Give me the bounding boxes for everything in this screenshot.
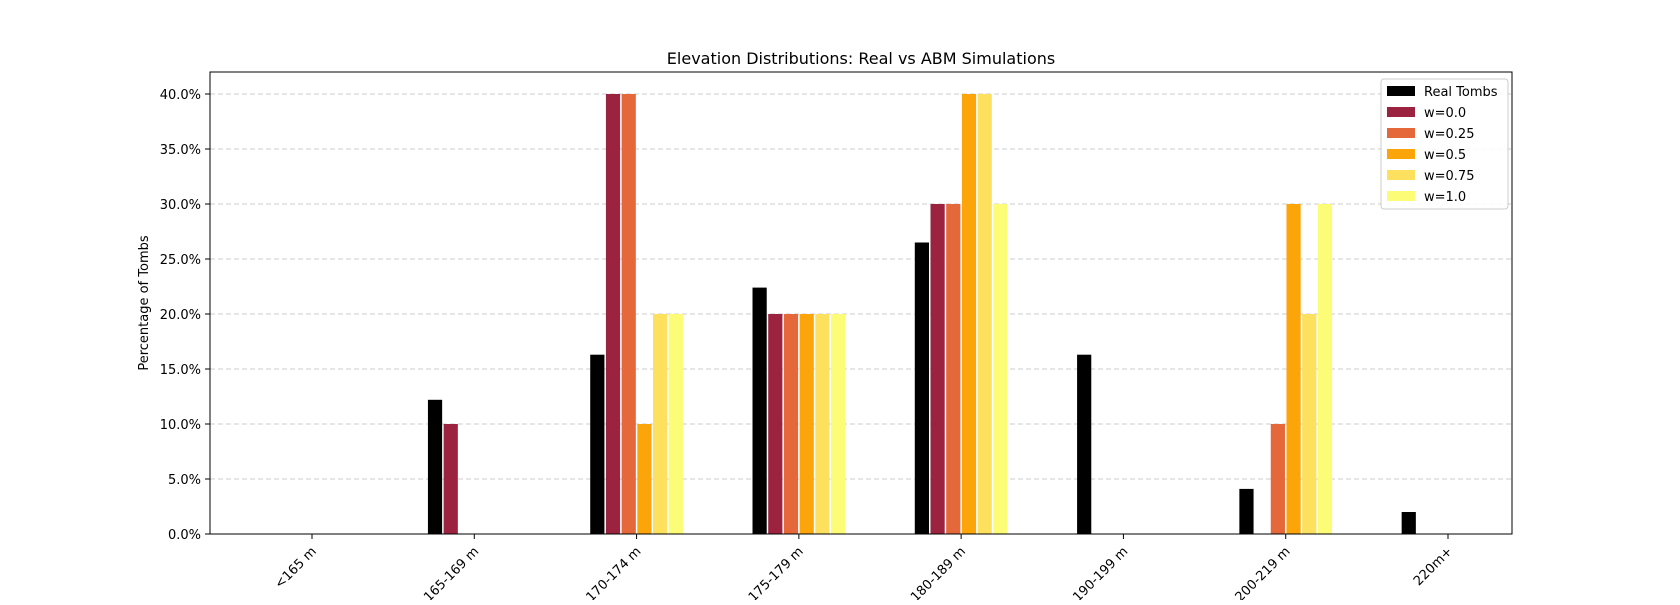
bar-w-0-75-2 <box>653 314 668 534</box>
legend-swatch <box>1387 86 1415 96</box>
y-tick-label: 20.0% <box>160 308 201 323</box>
bar-w-0-0-4 <box>930 204 945 534</box>
bar-w-0-75-3 <box>815 314 830 534</box>
legend-swatch <box>1387 128 1415 138</box>
x-tick-label: <165 m <box>272 544 320 592</box>
bar-w-0-25-2 <box>621 94 636 534</box>
bar-real-tombs-3 <box>752 287 767 534</box>
bar-w-0-0-3 <box>768 314 783 534</box>
y-tick-label: 40.0% <box>160 88 201 103</box>
y-tick-label: 10.0% <box>160 418 201 433</box>
bar-w-0-25-6 <box>1270 424 1285 534</box>
bar-real-tombs-7 <box>1401 512 1416 534</box>
x-tick-label: 175-179 m <box>746 544 807 600</box>
bar-real-tombs-5 <box>1077 354 1092 534</box>
bar-real-tombs-2 <box>590 354 605 534</box>
bar-w-0-5-2 <box>637 424 652 534</box>
bar-w-1-0-3 <box>831 314 846 534</box>
legend-label: Real Tombs <box>1424 85 1498 100</box>
bar-real-tombs-1 <box>427 399 443 534</box>
legend-label: w=1.0 <box>1424 190 1466 205</box>
x-tick-label: 190-199 m <box>1070 544 1131 600</box>
bar-w-0-5-4 <box>961 94 977 534</box>
legend-swatch <box>1387 107 1415 117</box>
legend-label: w=0.75 <box>1424 169 1474 184</box>
bar-w-1-0-4 <box>993 204 1008 534</box>
bar-w-0-75-4 <box>977 94 992 534</box>
x-tick-label: 200-219 m <box>1233 544 1294 600</box>
legend-label: w=0.0 <box>1424 106 1466 121</box>
bar-w-0-0-2 <box>605 94 621 534</box>
bar-w-1-0-6 <box>1317 204 1333 534</box>
bars-layer <box>427 94 1416 534</box>
x-tick-label: 180-189 m <box>908 544 969 600</box>
bar-w-1-0-2 <box>668 314 683 534</box>
y-tick-label: 25.0% <box>160 253 201 268</box>
y-axis: 0.0% 5.0% 10.0% 15.0% 20.0% 25.0% 30.0% 35.0% 40… <box>160 88 210 543</box>
legend-label: w=0.5 <box>1424 148 1466 163</box>
bar-w-0-75-6 <box>1302 314 1317 534</box>
plot-frame <box>209 71 1513 535</box>
y-tick-label: 35.0% <box>160 143 201 158</box>
grid-layer <box>210 93 1512 535</box>
bar-w-0-25-4 <box>946 204 961 534</box>
y-tick-label: 5.0% <box>168 473 201 488</box>
legend-label: w=0.25 <box>1424 127 1474 142</box>
x-tick-label: 165-169 m <box>421 544 482 600</box>
x-tick-label: 220m+ <box>1411 544 1456 589</box>
legend-swatch <box>1387 191 1415 201</box>
bar-w-0-5-6 <box>1286 204 1301 534</box>
bar-w-0-0-1 <box>443 424 458 534</box>
x-tick-label: 170-174 m <box>584 544 645 600</box>
legend[interactable]: Real Tombs w=0.0 w=0.25 w=0.5 w=0.75 w=1.0 <box>1380 78 1509 210</box>
bar-w-0-25-3 <box>783 314 799 534</box>
bar-real-tombs-6 <box>1239 488 1254 534</box>
x-axis: <165 m 165-169 m 170-174 m 175-179 m 180-189… <box>272 534 1456 605</box>
y-tick-label: 15.0% <box>160 363 201 378</box>
y-tick-label: 0.0% <box>168 528 201 543</box>
y-tick-label: 30.0% <box>160 198 201 213</box>
legend-swatch <box>1387 149 1415 159</box>
legend-swatch <box>1387 170 1415 180</box>
y-axis-label: Percentage of Tombs <box>137 235 152 371</box>
bar-w-0-5-3 <box>799 314 814 534</box>
chart-title: Elevation Distributions: Real vs ABM Sim… <box>667 49 1055 68</box>
bar-real-tombs-4 <box>914 242 929 534</box>
